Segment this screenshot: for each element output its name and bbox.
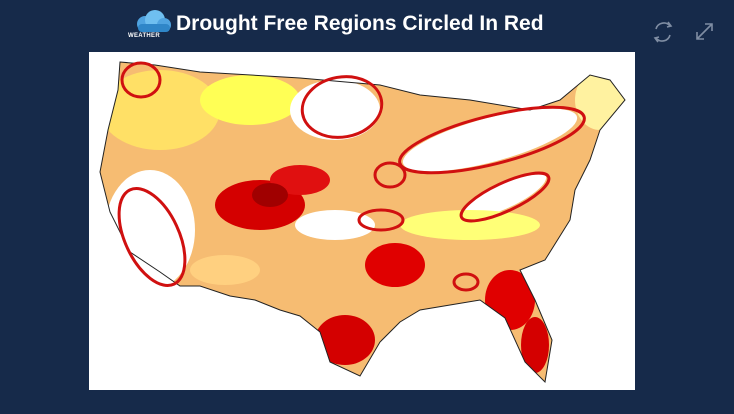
expand-button[interactable] [696,23,713,40]
drought-free-circles [117,61,586,292]
refresh-button[interactable] [653,21,673,43]
title: Drought Free Regions Circled In Red [176,12,544,35]
logo-icon [137,10,171,32]
logo-text: WEATHER [128,33,160,39]
